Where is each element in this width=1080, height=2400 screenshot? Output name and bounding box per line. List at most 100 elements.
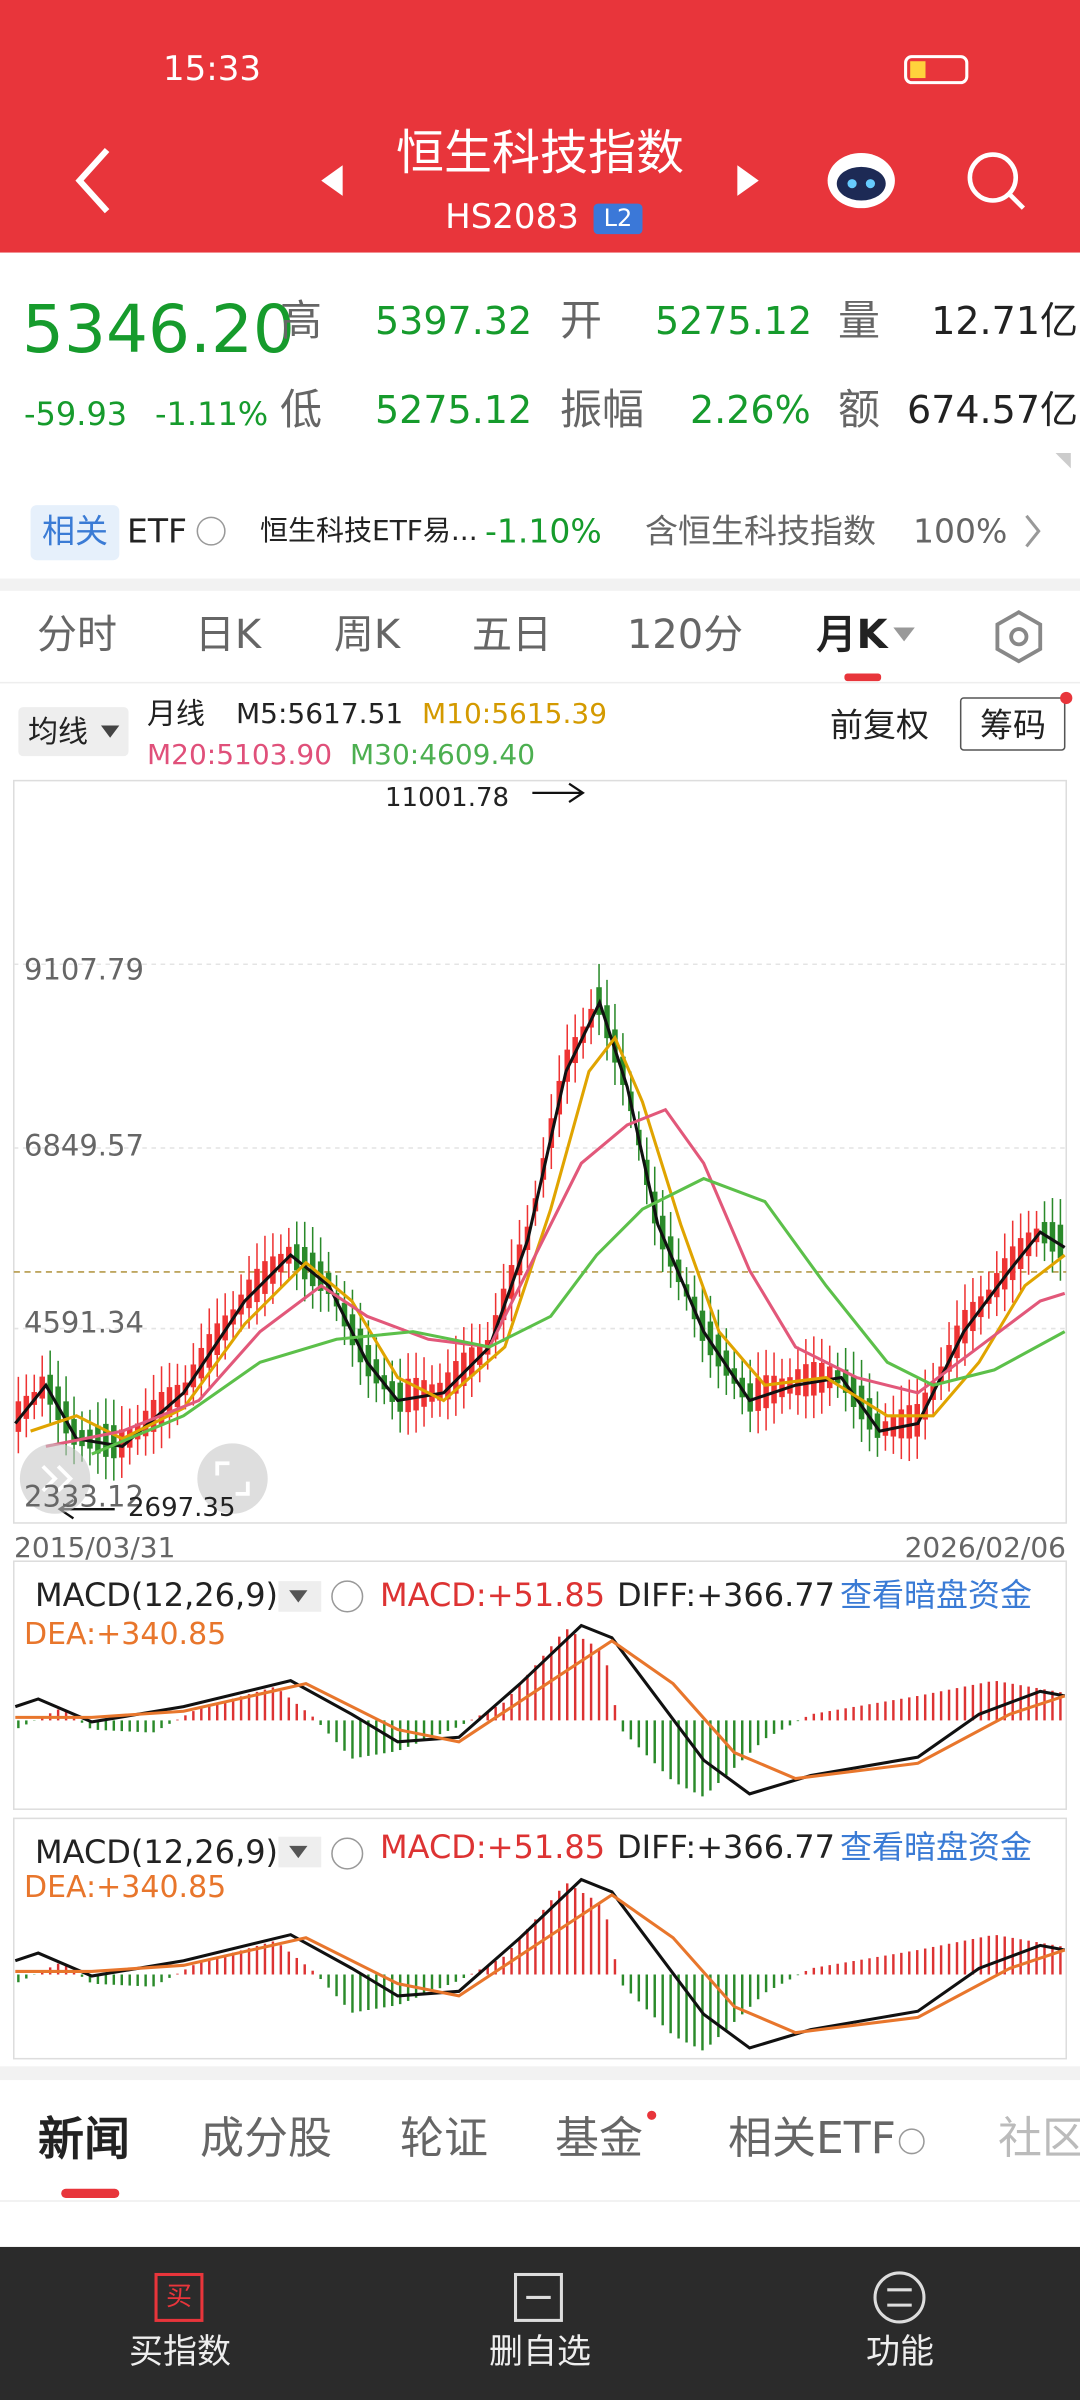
chip[interactable]: 筹码 — [980, 705, 1046, 745]
candle-body — [898, 1409, 905, 1439]
restore[interactable]: 前复权 — [830, 705, 929, 745]
bar-item[interactable]: 删自选 — [489, 2332, 591, 2372]
candle-body — [453, 1361, 459, 1394]
bottom-tab[interactable]: 基金 — [555, 2113, 643, 2164]
bottom-tab[interactable]: 成分股 — [200, 2113, 332, 2164]
badge-bg — [593, 203, 643, 235]
arrow — [532, 782, 585, 803]
candle-body — [1049, 1222, 1056, 1252]
bottom-tab[interactable]: 社区 — [998, 2113, 1080, 2164]
macd-value: MACD:+51.85 — [380, 1828, 606, 1866]
field-label: 额 — [838, 385, 881, 434]
candle-body — [866, 1398, 873, 1430]
tab-underline — [61, 2188, 120, 2198]
candle-body — [858, 1385, 865, 1420]
diff-line — [14, 1877, 1065, 2050]
candle-body — [166, 1387, 173, 1418]
menu-icon[interactable] — [873, 2271, 926, 2324]
candle-body — [747, 1383, 753, 1412]
candle-body — [63, 1401, 69, 1434]
field-value: 2.26% — [690, 388, 811, 432]
ma-select-bg[interactable] — [18, 707, 129, 757]
candle-body — [437, 1382, 443, 1401]
chevron[interactable] — [1025, 514, 1041, 548]
dropdown[interactable] — [893, 627, 915, 642]
dropdown — [289, 1590, 308, 1603]
link[interactable]: 查看暗盘资金 — [840, 1576, 1033, 1614]
bar-item[interactable]: 买指数 — [129, 2332, 231, 2372]
buy-icon[interactable] — [154, 2272, 204, 2322]
candle-body — [715, 1334, 722, 1367]
candle-body — [262, 1261, 268, 1294]
candle-body — [294, 1244, 300, 1271]
ma-kind: 月线 — [147, 696, 206, 731]
field-value: 12.71亿 — [931, 299, 1078, 343]
tab[interactable]: 120分 — [626, 612, 744, 658]
back-icon[interactable] — [75, 147, 110, 214]
search-icon[interactable] — [967, 152, 1019, 203]
tab-underline — [844, 673, 882, 682]
etf-change: -1.10% — [485, 511, 602, 551]
tab[interactable]: 分时 — [37, 612, 117, 658]
bottom-tab[interactable]: 新闻 — [38, 2112, 130, 2166]
candle-body — [119, 1429, 125, 1458]
settings-icon[interactable] — [995, 610, 1043, 664]
robot-face — [836, 166, 886, 201]
candle-body — [970, 1301, 976, 1332]
tab[interactable]: 周K — [333, 612, 401, 658]
related-tag[interactable]: 相关 — [42, 511, 108, 551]
etf-name[interactable]: 恒生科技ETF易... — [260, 514, 478, 547]
bottom-tab[interactable]: 相关ETF — [728, 2113, 896, 2164]
fullscreen-button[interactable] — [197, 1443, 268, 1514]
candle-body — [421, 1380, 427, 1407]
bottom-tab[interactable]: 轮证 — [400, 2113, 488, 2164]
candle-body — [707, 1321, 714, 1356]
diff-value: DIFF:+366.77 — [617, 1828, 835, 1866]
candle-body — [755, 1377, 761, 1411]
buy-icon-text: 买 — [165, 2282, 193, 2312]
candle-body — [890, 1416, 897, 1437]
help-icon[interactable] — [331, 1580, 364, 1613]
candle-body — [906, 1405, 913, 1439]
header-bg — [0, 0, 1080, 253]
field-label: 低 — [280, 385, 323, 434]
help-icon[interactable] — [331, 1837, 364, 1870]
candle-body — [787, 1377, 793, 1394]
candle-body — [779, 1378, 785, 1398]
candle-body — [174, 1384, 181, 1408]
tag-bg — [30, 505, 120, 561]
prev-icon[interactable] — [321, 165, 343, 196]
macd-value: MACD:+51.85 — [380, 1576, 606, 1614]
battery-level — [910, 61, 926, 79]
help-icon[interactable] — [196, 516, 226, 546]
remove-icon[interactable] — [513, 2272, 563, 2322]
candle-body — [198, 1347, 205, 1379]
ma-select[interactable]: 均线 — [28, 715, 88, 750]
tab-active[interactable]: 月K — [816, 612, 888, 658]
end-date: 2026/02/06 — [904, 1531, 1066, 1564]
candle-body — [15, 1401, 22, 1432]
candle-body — [405, 1378, 411, 1413]
candle-body — [413, 1377, 419, 1411]
candle-body — [1001, 1258, 1008, 1290]
icon — [41, 1464, 74, 1493]
next-icon[interactable] — [737, 165, 759, 196]
tab[interactable]: 五日 — [472, 612, 552, 658]
chip-button[interactable] — [959, 697, 1066, 751]
field-value: 674.57亿 — [907, 388, 1078, 432]
macd-graphics — [14, 1623, 1066, 2051]
candle-body — [445, 1372, 451, 1400]
chart-frame — [13, 779, 1067, 1524]
settings-icon — [1009, 627, 1029, 647]
low-label: 2697.35 — [128, 1493, 236, 1523]
candle-body — [962, 1309, 968, 1344]
etf-desc: 含恒生科技指数 — [645, 511, 876, 551]
field-value: 5275.12 — [375, 388, 533, 432]
candle-body — [206, 1334, 213, 1368]
robot-eye — [847, 179, 857, 189]
link[interactable]: 查看暗盘资金 — [840, 1828, 1033, 1866]
tab[interactable]: 日K — [194, 612, 262, 658]
bar-item[interactable]: 功能 — [866, 2332, 934, 2372]
